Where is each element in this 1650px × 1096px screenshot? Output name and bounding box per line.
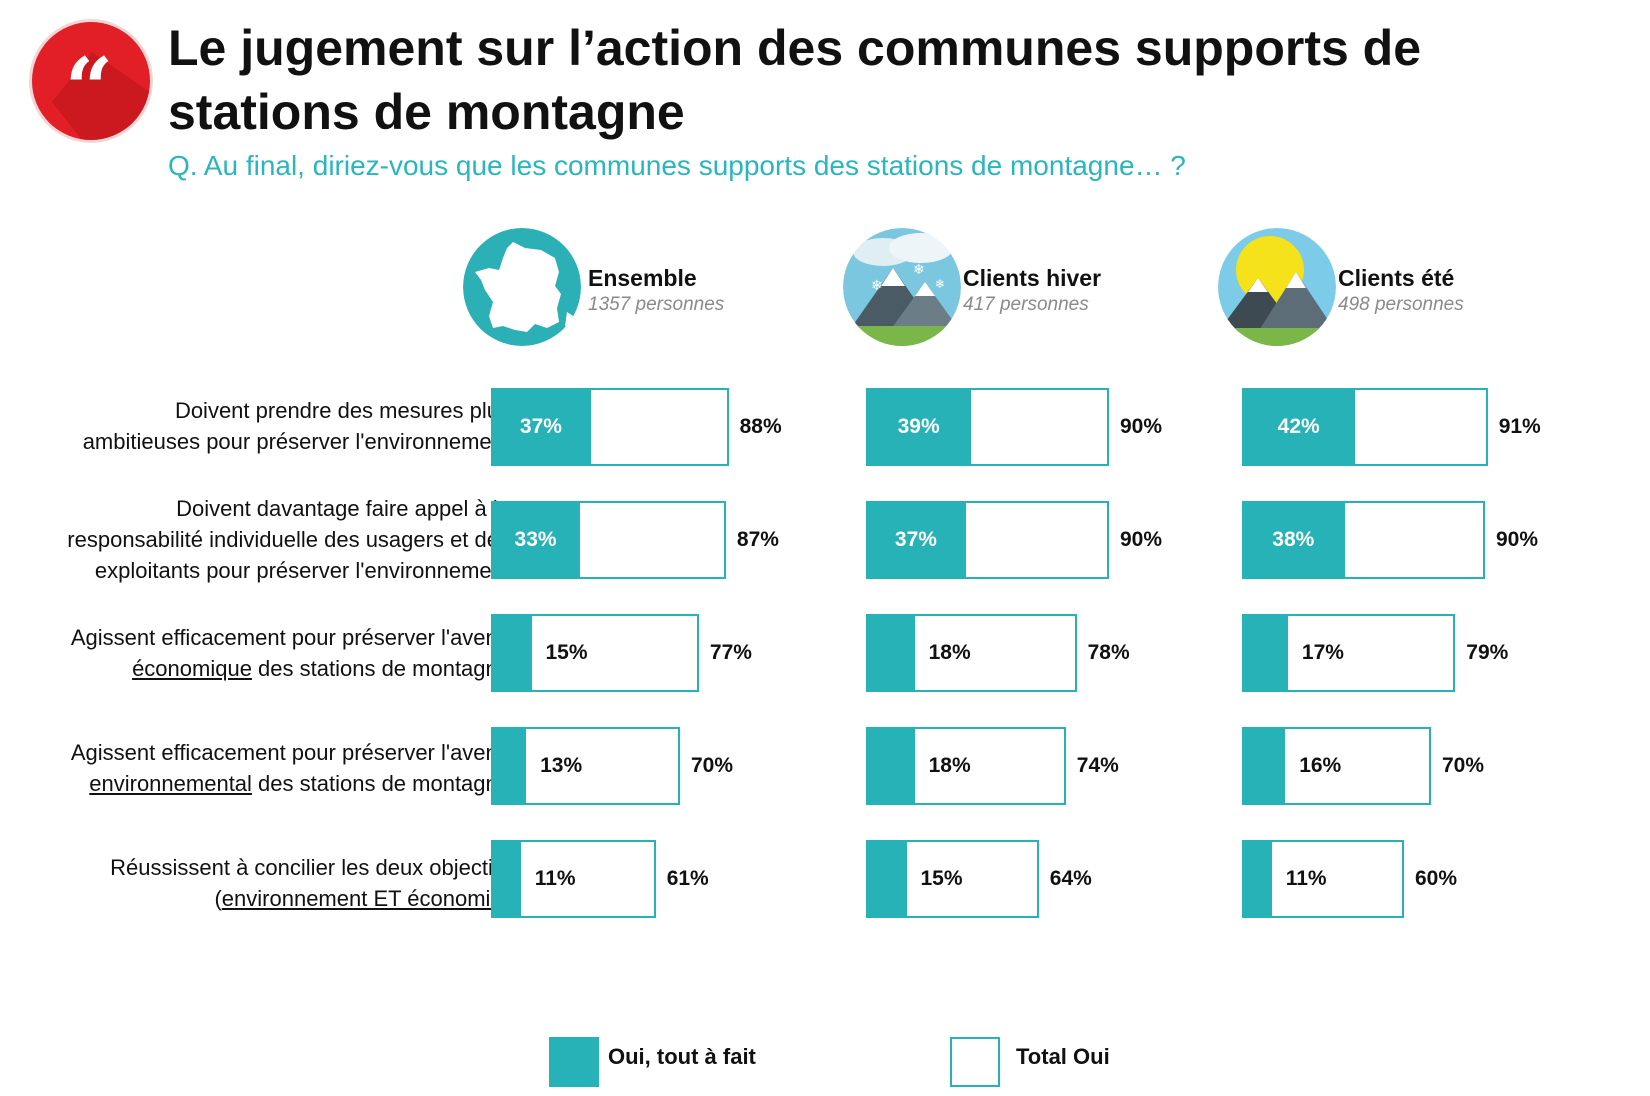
row-label-1-line-2: ambitieuses pour préserver l'environneme… [82,429,510,454]
snowy-mountain-icon: ❄ ❄ ❄ [843,228,961,346]
row-label-2-line-1: Doivent davantage faire appel à la [176,496,510,521]
data-label-total-oui: 77% [709,641,752,664]
bar-oui-tout-a-fait [1242,727,1286,805]
data-label-oui-tout-a-fait: 11% [1285,867,1327,890]
bar-oui-tout-a-fait [491,840,521,918]
data-label-oui-tout-a-fait: 13% [540,754,583,777]
segment-name-clients-ete: Clients été [1338,265,1455,291]
bar-oui-tout-a-fait [491,614,532,692]
data-label-total-oui: 88% [739,415,782,438]
bar-oui-tout-a-fait [866,501,966,579]
row-label-1-line-1: Doivent prendre des mesures plus [174,398,510,423]
row-label-1: Doivent prendre des mesures plus ambitie… [10,395,510,457]
segment-count-clients-ete: 498 personnes [1338,294,1464,315]
bar-oui-tout-a-fait [866,388,972,466]
row-label-3-line-2: économique des stations de montagne [132,656,510,681]
data-label-oui-tout-a-fait: 18% [928,754,971,777]
underlined-term: environnemental [89,771,252,796]
data-label-oui-tout-a-fait: 11% [534,867,576,890]
bar-oui-tout-a-fait [1242,614,1288,692]
data-label-total-oui: 90% [1496,528,1539,551]
row-label-4-line-2: environnemental des stations de montagne [89,771,510,796]
row-label-3-line-1: Agissent efficacement pour préserver l'a… [70,625,510,650]
bar-oui-tout-a-fait [866,840,907,918]
bar-oui-tout-a-fait [491,727,527,805]
bar-oui-tout-a-fait [491,388,591,466]
bar-oui-tout-a-fait [1242,388,1356,466]
segment-count-ensemble: 1357 personnes [588,294,725,315]
data-label-total-oui: 60% [1415,867,1458,890]
data-label-oui-tout-a-fait: 16% [1299,754,1342,777]
data-label-total-oui: 70% [1442,754,1485,777]
data-label-oui-tout-a-fait: 42% [1277,415,1320,438]
svg-text:❄: ❄ [935,277,945,291]
svg-text:“: “ [65,39,113,138]
data-label-oui-tout-a-fait: 18% [928,641,971,664]
sunny-mountain-icon [1218,228,1336,346]
data-label-total-oui: 87% [736,528,779,551]
bar-oui-tout-a-fait [1242,501,1345,579]
bar-oui-tout-a-fait [866,727,915,805]
row-label-4-line-1: Agissent efficacement pour préserver l'a… [70,740,510,765]
data-label-total-oui: 61% [666,867,709,890]
data-label-oui-tout-a-fait: 33% [514,528,557,551]
data-label-oui-tout-a-fait: 17% [1301,641,1344,664]
legend-swatch-oui-tout-a-fait [549,1037,599,1087]
data-label-oui-tout-a-fait: 37% [894,528,937,551]
data-label-total-oui: 91% [1498,415,1541,438]
row-label-2-line-3: exploitants pour préserver l'environneme… [94,558,510,583]
row-label-5: Réussissent à concilier les deux objecti… [10,852,510,914]
underlined-term: économique [132,656,252,681]
segment-name-clients-hiver: Clients hiver [963,265,1102,291]
svg-text:❄: ❄ [871,278,883,294]
bar-oui-tout-a-fait [491,501,581,579]
legend-label-total-oui: Total Oui [1016,1044,1110,1069]
data-label-oui-tout-a-fait: 38% [1272,528,1315,551]
bar-oui-tout-a-fait [1242,840,1272,918]
data-label-oui-tout-a-fait: 15% [545,641,588,664]
row-label-5-line-2: (environnement ET économie) [214,886,510,911]
data-label-total-oui: 64% [1049,867,1092,890]
data-label-total-oui: 78% [1087,641,1130,664]
survey-question: Q. Au final, diriez-vous que les commune… [168,150,1186,181]
page-title: Le jugement sur l’action des communes su… [168,20,1422,140]
segment-name-ensemble: Ensemble [588,265,697,291]
data-label-total-oui: 90% [1120,528,1163,551]
bar-oui-tout-a-fait [866,614,915,692]
data-label-oui-tout-a-fait: 39% [897,415,940,438]
row-label-4: Agissent efficacement pour préserver l'a… [10,737,510,799]
underlined-term: environnement ET économie [221,886,503,911]
row-label-5-line-1: Réussissent à concilier les deux objecti… [110,855,510,880]
row-label-2: Doivent davantage faire appel à la respo… [10,493,510,586]
legend-swatch-total-oui [950,1037,1000,1087]
segment-count-clients-hiver: 417 personnes [963,294,1089,315]
quote-badge-icon: “ [32,22,150,140]
legend-label-oui-tout-a-fait: Oui, tout à fait [608,1044,756,1069]
row-label-3: Agissent efficacement pour préserver l'a… [10,622,510,684]
france-map-icon [463,228,581,346]
data-label-total-oui: 79% [1466,641,1509,664]
data-label-total-oui: 74% [1076,754,1119,777]
data-label-oui-tout-a-fait: 15% [920,867,963,890]
data-label-total-oui: 70% [691,754,734,777]
data-label-oui-tout-a-fait: 37% [519,415,562,438]
row-label-2-line-2: responsabilité individuelle des usagers … [67,527,510,552]
data-label-total-oui: 90% [1120,415,1163,438]
svg-text:❄: ❄ [913,262,925,278]
